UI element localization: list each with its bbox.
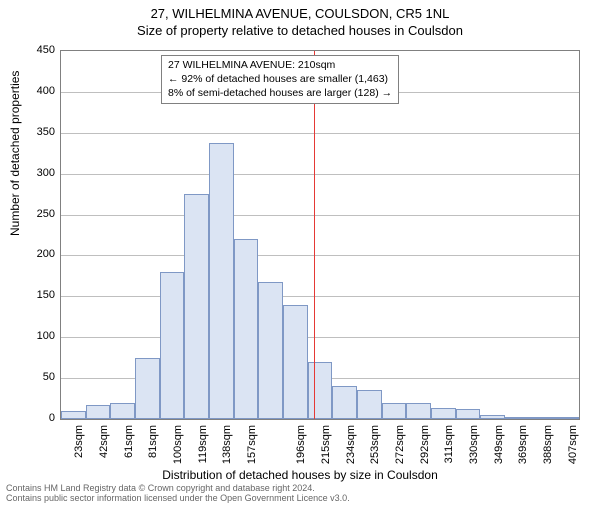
gridline: [61, 215, 579, 216]
plot-area: 23sqm42sqm61sqm81sqm100sqm119sqm138sqm15…: [60, 50, 580, 420]
page-title: 27, WILHELMINA AVENUE, COULSDON, CR5 1NL: [0, 6, 600, 21]
histogram-bar: [308, 362, 333, 419]
xtick-label: 253sqm: [369, 425, 381, 464]
gridline: [61, 174, 579, 175]
xtick-label: 42sqm: [98, 425, 110, 458]
ytick-label: 50: [25, 371, 55, 383]
xtick-label: 157sqm: [246, 425, 258, 464]
gridline: [61, 255, 579, 256]
histogram-bar: [505, 417, 530, 419]
xtick-label: 311sqm: [443, 425, 455, 463]
reference-line: [314, 51, 315, 419]
histogram-bar: [283, 305, 308, 419]
ytick-label: 200: [25, 248, 55, 260]
footnote-line2: Contains public sector information licen…: [6, 493, 350, 503]
x-axis-label: Distribution of detached houses by size …: [0, 468, 600, 482]
xtick-label: 100sqm: [172, 425, 184, 464]
y-axis-label: Number of detached properties: [8, 71, 22, 236]
xtick-label: 292sqm: [419, 425, 431, 464]
xtick-label: 23sqm: [73, 425, 85, 458]
gridline: [61, 337, 579, 338]
ytick-label: 0: [25, 412, 55, 424]
ytick-label: 300: [25, 167, 55, 179]
xtick-label: 119sqm: [197, 425, 209, 463]
histogram-bar: [382, 403, 407, 419]
ytick-label: 450: [25, 44, 55, 56]
callout-line3: 8% of semi-detached houses are larger (1…: [168, 86, 392, 100]
histogram-bar: [530, 417, 555, 419]
gridline: [61, 296, 579, 297]
footnote: Contains HM Land Registry data © Crown c…: [6, 484, 350, 504]
xtick-label: 196sqm: [295, 425, 307, 464]
footnote-line1: Contains HM Land Registry data © Crown c…: [6, 483, 315, 493]
histogram-bar: [110, 403, 135, 419]
xtick-label: 272sqm: [394, 425, 406, 464]
xtick-label: 388sqm: [542, 425, 554, 464]
xtick-label: 369sqm: [517, 425, 529, 464]
ytick-label: 100: [25, 330, 55, 342]
xtick-label: 215sqm: [320, 425, 332, 464]
histogram-bar: [258, 282, 283, 419]
histogram-bar: [234, 239, 259, 419]
histogram-bar: [86, 405, 111, 419]
ytick-label: 400: [25, 85, 55, 97]
chart-area: 23sqm42sqm61sqm81sqm100sqm119sqm138sqm15…: [60, 50, 580, 420]
histogram-bar: [406, 403, 431, 419]
xtick-label: 61sqm: [123, 425, 135, 458]
callout-line2: ← 92% of detached houses are smaller (1,…: [168, 72, 392, 86]
xtick-label: 138sqm: [221, 425, 233, 464]
histogram-bar: [480, 415, 505, 419]
histogram-bar: [431, 408, 456, 419]
histogram-bar: [135, 358, 160, 419]
histogram-bar: [332, 386, 357, 419]
histogram-bar: [160, 272, 185, 419]
histogram-bar: [554, 417, 579, 419]
callout-box: 27 WILHELMINA AVENUE: 210sqm← 92% of det…: [161, 55, 399, 104]
xtick-label: 407sqm: [567, 425, 579, 464]
gridline: [61, 133, 579, 134]
ytick-label: 250: [25, 208, 55, 220]
histogram-bar: [209, 143, 234, 419]
page-subtitle: Size of property relative to detached ho…: [0, 23, 600, 38]
callout-line1: 27 WILHELMINA AVENUE: 210sqm: [168, 58, 392, 72]
xtick-label: 234sqm: [345, 425, 357, 464]
histogram-bar: [184, 194, 209, 419]
histogram-bar: [456, 409, 481, 419]
xtick-label: 349sqm: [493, 425, 505, 464]
xtick-label: 330sqm: [468, 425, 480, 464]
histogram-bar: [357, 390, 382, 419]
xtick-label: 81sqm: [147, 425, 159, 458]
ytick-label: 150: [25, 289, 55, 301]
ytick-label: 350: [25, 126, 55, 138]
histogram-bar: [61, 411, 86, 419]
